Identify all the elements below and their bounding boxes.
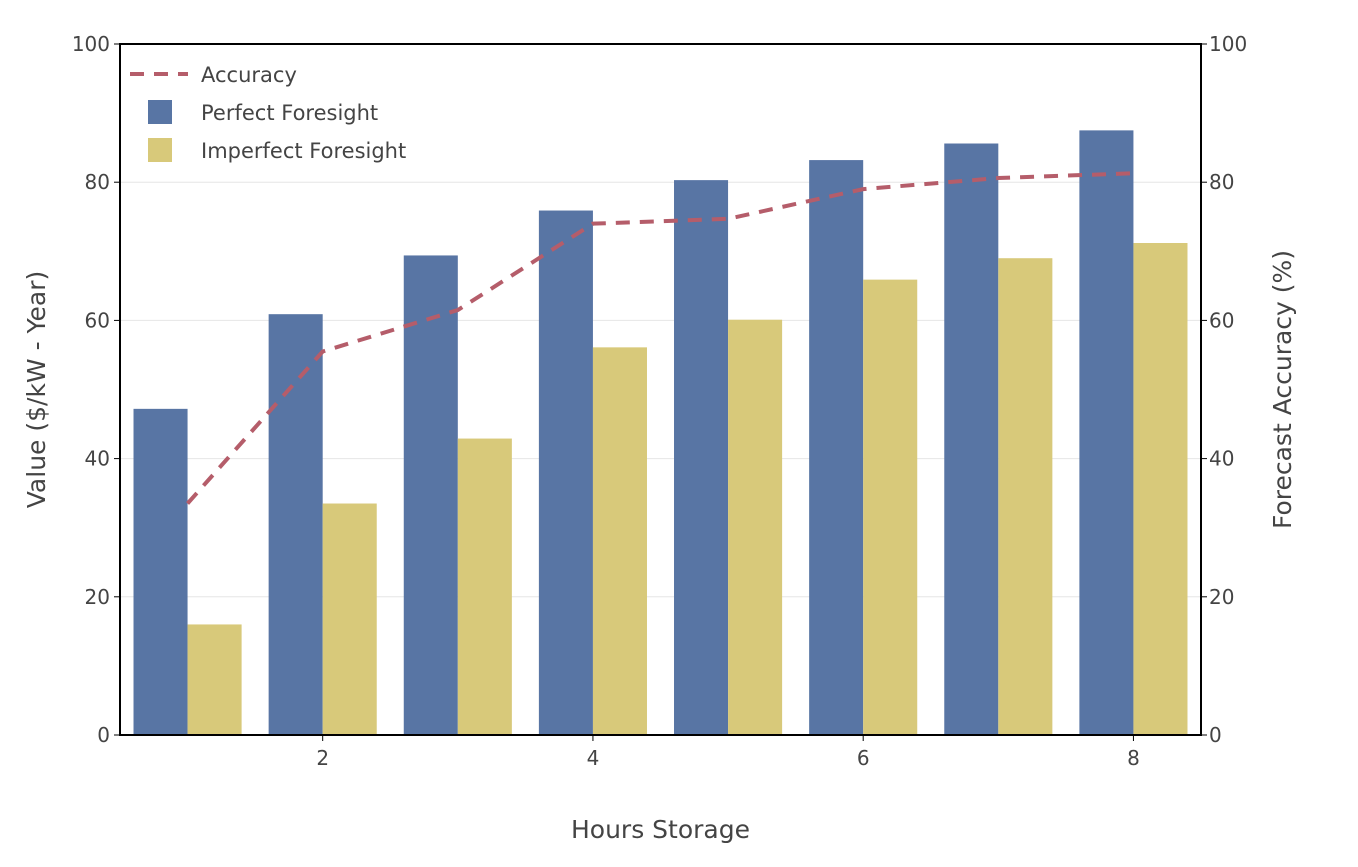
y-tick-label: 20 — [85, 585, 110, 609]
y2-tick-label: 40 — [1209, 447, 1234, 471]
y2-tick-label: 80 — [1209, 170, 1234, 194]
bar-perfect-foresight — [674, 180, 729, 735]
y-axis-ticks: 0 20 40 60 80 100 — [72, 32, 120, 747]
x-tick-label: 4 — [587, 746, 600, 770]
bar-imperfect-foresight — [592, 347, 647, 735]
bars — [133, 130, 1188, 736]
accuracy-line — [186, 171, 1134, 505]
y2-axis-title: Forecast Accuracy (%) — [1268, 250, 1297, 529]
y-tick-label: 0 — [97, 723, 110, 747]
legend-perfect-swatch — [148, 100, 172, 124]
x-tick-label: 6 — [857, 746, 870, 770]
y2-tick-label: 100 — [1209, 32, 1247, 56]
y-tick-label: 80 — [85, 170, 110, 194]
bar-perfect-foresight — [403, 255, 458, 736]
bar-imperfect-foresight — [187, 624, 242, 735]
accuracy-line-group — [186, 171, 1134, 505]
bar-imperfect-foresight — [322, 503, 377, 735]
y2-tick-label: 60 — [1209, 308, 1234, 332]
bar-perfect-foresight — [133, 408, 188, 735]
y-tick-label: 60 — [85, 308, 110, 332]
legend: Accuracy Perfect Foresight Imperfect For… — [130, 63, 406, 163]
x-tick-label: 8 — [1127, 746, 1140, 770]
y2-tick-label: 20 — [1209, 585, 1234, 609]
bar-imperfect-foresight — [863, 279, 918, 735]
bar-imperfect-foresight — [457, 438, 512, 735]
x-tick-label: 2 — [316, 746, 329, 770]
y2-axis-ticks: 0 20 40 60 80 100 — [1201, 32, 1247, 747]
y2-tick-label: 0 — [1209, 723, 1222, 747]
legend-imperfect-swatch — [148, 138, 172, 162]
bar-imperfect-foresight — [998, 258, 1053, 735]
legend-accuracy-label: Accuracy — [201, 63, 297, 87]
plot-frame — [119, 43, 1202, 736]
legend-imperfect-label: Imperfect Foresight — [201, 139, 406, 163]
x-axis-title: Hours Storage — [571, 815, 750, 844]
y-tick-label: 100 — [72, 32, 110, 56]
x-axis-ticks: 2 4 6 8 — [316, 735, 1140, 770]
bar-perfect-foresight — [538, 210, 593, 735]
bar-imperfect-foresight — [728, 319, 783, 735]
legend-perfect-label: Perfect Foresight — [201, 101, 378, 125]
bar-imperfect-foresight — [1133, 243, 1188, 735]
bar-perfect-foresight — [809, 160, 864, 735]
bar-perfect-foresight — [944, 143, 999, 735]
y-axis-title: Value ($/kW - Year) — [22, 271, 51, 508]
bar-perfect-foresight — [1079, 130, 1134, 735]
y-tick-label: 40 — [85, 447, 110, 471]
bar-perfect-foresight — [268, 314, 323, 735]
